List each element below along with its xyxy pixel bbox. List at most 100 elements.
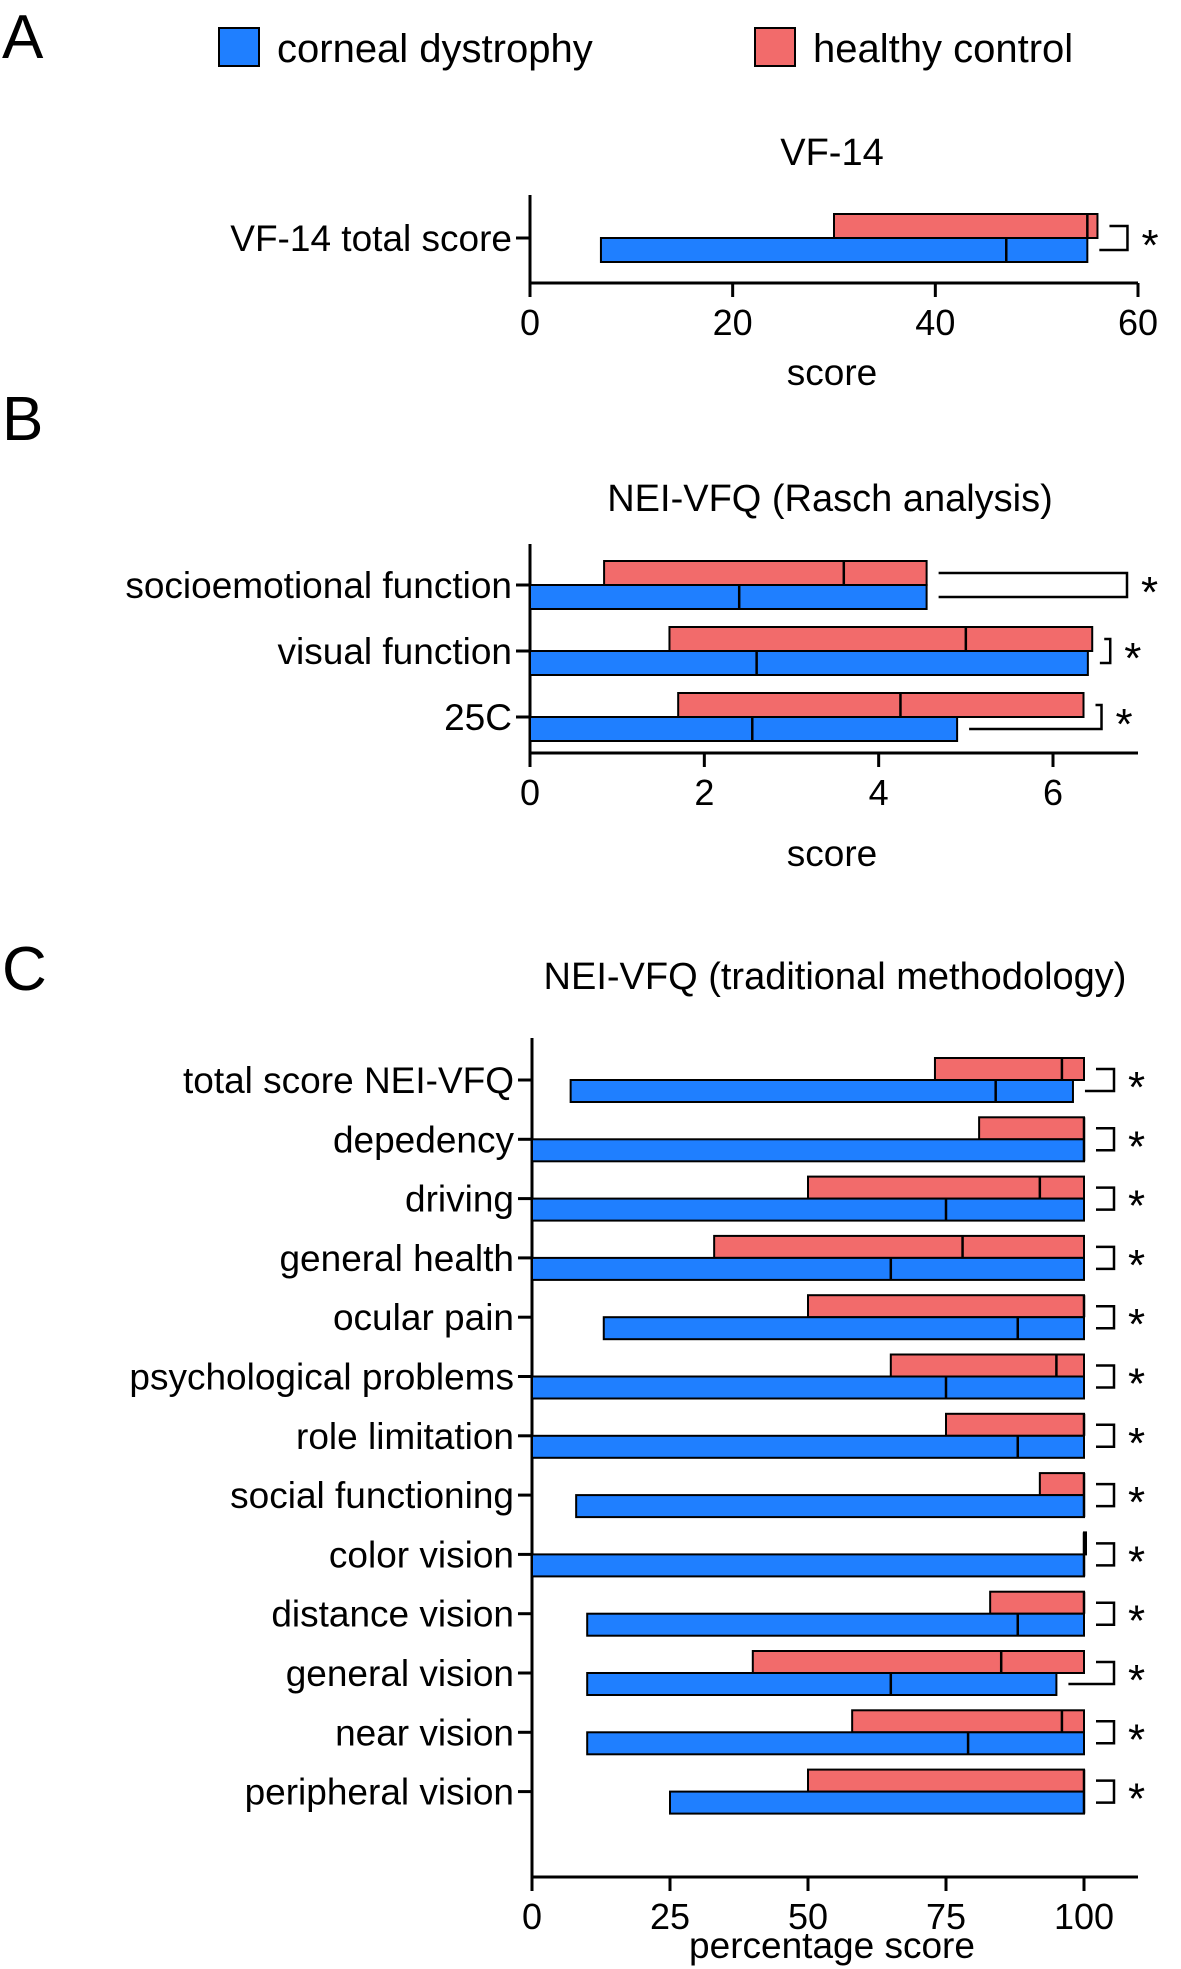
panel-c-bar-corneal-dystrophy bbox=[531, 1375, 1085, 1400]
panel-a-significance-bracket bbox=[1099, 224, 1129, 252]
panel-b-x-axis-label: score bbox=[787, 833, 877, 874]
panel-b-significance-star: * bbox=[1116, 700, 1133, 749]
panel-c-significance-bracket bbox=[1096, 1245, 1116, 1271]
panel-c-x-tick-label: 75 bbox=[926, 1896, 966, 1937]
panel-b-bar-healthy-control bbox=[603, 560, 928, 586]
panel-label-b: B bbox=[2, 385, 43, 454]
panel-c-significance-bracket bbox=[1096, 1423, 1116, 1449]
panel-b-plot: 0 2 4 6 socioemotional function * visual funct… bbox=[125, 544, 1158, 813]
panel-c-category-label: psychological problems bbox=[129, 1357, 514, 1398]
panel-c-bar-corneal-dystrophy bbox=[531, 1138, 1085, 1163]
panel-b-x-tick-label: 4 bbox=[869, 772, 889, 813]
panel-c-category-label: total score NEI-VFQ bbox=[183, 1060, 514, 1101]
panel-c-bar-corneal-dystrophy bbox=[531, 1197, 1085, 1222]
panel-c-bar-corneal-dystrophy bbox=[531, 1434, 1085, 1459]
panel-c-x-axis-label: percentage score bbox=[689, 1925, 975, 1966]
panel-c-bar-corneal-dystrophy bbox=[602, 1316, 1085, 1341]
panel-c-category-label: social functioning bbox=[230, 1475, 514, 1516]
panel-c-bar-corneal-dystrophy bbox=[575, 1494, 1085, 1519]
panel-c-category-label: ocular pain bbox=[333, 1297, 514, 1338]
panel-b-significance-bracket bbox=[1099, 637, 1112, 665]
panel-c-significance-star: * bbox=[1128, 1360, 1145, 1409]
panel-b-category-label: 25C bbox=[444, 697, 512, 738]
panel-a-title: VF-14 bbox=[780, 132, 883, 174]
panel-c-significance-star: * bbox=[1128, 1715, 1145, 1764]
panel-c-plot: 0 25 50 75 100 total score NEI-VFQ * depedency *… bbox=[129, 1038, 1145, 1937]
legend-label-healthy-control: healthy control bbox=[813, 27, 1073, 71]
panel-a-significance-star: * bbox=[1141, 221, 1158, 270]
panel-c-bar-healthy-control bbox=[807, 1294, 1085, 1319]
panel-c-x-tick-label: 25 bbox=[650, 1896, 690, 1937]
panel-c-category-label: general vision bbox=[286, 1653, 514, 1694]
panel-c-significance-bracket bbox=[1096, 1779, 1116, 1804]
panel-b-significance-bracket bbox=[938, 571, 1129, 599]
panel-c-significance-bracket bbox=[1096, 1364, 1116, 1389]
legend-swatch-corneal-dystrophy bbox=[218, 27, 260, 67]
panel-c-bar-healthy-control bbox=[978, 1116, 1085, 1141]
panel-b-significance-star: * bbox=[1124, 634, 1141, 683]
panel-b-x-tick-label: 0 bbox=[520, 772, 540, 813]
legend-swatch-healthy-control bbox=[754, 27, 796, 67]
panel-c-significance-bracket bbox=[1096, 1482, 1116, 1508]
panel-c-x-tick-label: 100 bbox=[1054, 1896, 1114, 1937]
panel-a-plot: 0 20 40 60 VF-14 total score * bbox=[230, 195, 1159, 343]
panel-c-bar-healthy-control bbox=[713, 1234, 1085, 1259]
panel-c-category-label: near vision bbox=[335, 1712, 514, 1753]
panel-b-category-label: socioemotional function bbox=[125, 565, 512, 606]
panel-a-bar-healthy-control bbox=[833, 213, 1099, 239]
panel-c-category-label: driving bbox=[405, 1179, 514, 1220]
panel-a-x-tick-label: 40 bbox=[915, 302, 955, 343]
panel-c-category-label: depedency bbox=[333, 1119, 515, 1160]
panel-b-bar-healthy-control bbox=[668, 626, 1094, 652]
panel-c-x-tick-label: 50 bbox=[788, 1896, 828, 1937]
panel-c-significance-bracket bbox=[1096, 1542, 1116, 1567]
panel-c-category-label: peripheral vision bbox=[245, 1772, 514, 1813]
panel-b-significance-bracket bbox=[969, 703, 1103, 731]
panel-label-c: C bbox=[2, 935, 47, 1004]
panel-c-bar-healthy-control bbox=[751, 1650, 1085, 1674]
panel-a-x-tick-label: 60 bbox=[1118, 302, 1158, 343]
plot-area: 0 20 40 60 VF-14 total score * 0 2 4 6 socioemotio… bbox=[125, 195, 1159, 1937]
panel-c-significance-bracket bbox=[1096, 1127, 1116, 1152]
panel-c-category-label: general health bbox=[279, 1238, 514, 1279]
panel-c-significance-star: * bbox=[1128, 1241, 1145, 1290]
panel-c-bar-corneal-dystrophy bbox=[586, 1731, 1085, 1756]
panel-c-bar-corneal-dystrophy bbox=[669, 1790, 1085, 1815]
panel-b-category-label: visual function bbox=[278, 631, 512, 672]
panel-c-bar-corneal-dystrophy bbox=[586, 1612, 1085, 1637]
panel-c-significance-star: * bbox=[1128, 1063, 1145, 1112]
panel-c-category-label: distance vision bbox=[271, 1594, 514, 1635]
panel-a-x-axis-label: score bbox=[787, 352, 877, 393]
panel-c-bar-healthy-control bbox=[945, 1412, 1085, 1437]
panel-label-a: A bbox=[2, 3, 44, 72]
panel-c-significance-bracket bbox=[1096, 1186, 1116, 1211]
panel-c-bar-healthy-control bbox=[851, 1709, 1085, 1734]
panel-b-bar-corneal-dystrophy bbox=[529, 650, 1089, 676]
panel-c-significance-star: * bbox=[1128, 1537, 1145, 1586]
panel-c-significance-bracket bbox=[1096, 1601, 1116, 1626]
panel-b-significance-star: * bbox=[1141, 568, 1158, 617]
panel-c-bar-healthy-control bbox=[1038, 1472, 1085, 1497]
panel-c-bar-corneal-dystrophy bbox=[569, 1079, 1074, 1103]
panel-c-bar-corneal-dystrophy bbox=[531, 1256, 1085, 1281]
panel-b-title: NEI-VFQ (Rasch analysis) bbox=[607, 478, 1053, 520]
panel-c-category-label: role limitation bbox=[296, 1416, 514, 1457]
panel-a-x-tick-label: 20 bbox=[713, 302, 753, 343]
panel-c-significance-star: * bbox=[1128, 1597, 1145, 1646]
panel-b-bar-corneal-dystrophy bbox=[529, 584, 928, 610]
panel-b-x-tick-label: 2 bbox=[694, 772, 714, 813]
panel-c-significance-star: * bbox=[1128, 1182, 1145, 1231]
panel-c-significance-star: * bbox=[1128, 1656, 1145, 1705]
panel-c-significance-star: * bbox=[1128, 1478, 1145, 1527]
panel-c-category-label: color vision bbox=[329, 1534, 514, 1575]
panel-c-bar-corneal-dystrophy bbox=[531, 1553, 1085, 1578]
panel-c-significance-bracket bbox=[1068, 1660, 1116, 1686]
panel-a-bar-corneal-dystrophy bbox=[599, 237, 1089, 263]
panel-c-bar-healthy-control bbox=[807, 1768, 1085, 1793]
panel-c-bar-corneal-dystrophy bbox=[586, 1672, 1058, 1696]
panel-c-significance-bracket bbox=[1084, 1067, 1116, 1093]
panel-c-significance-bracket bbox=[1096, 1720, 1116, 1745]
panel-c-significance-bracket bbox=[1096, 1304, 1116, 1330]
panel-a-category-label: VF-14 total score bbox=[230, 218, 512, 259]
